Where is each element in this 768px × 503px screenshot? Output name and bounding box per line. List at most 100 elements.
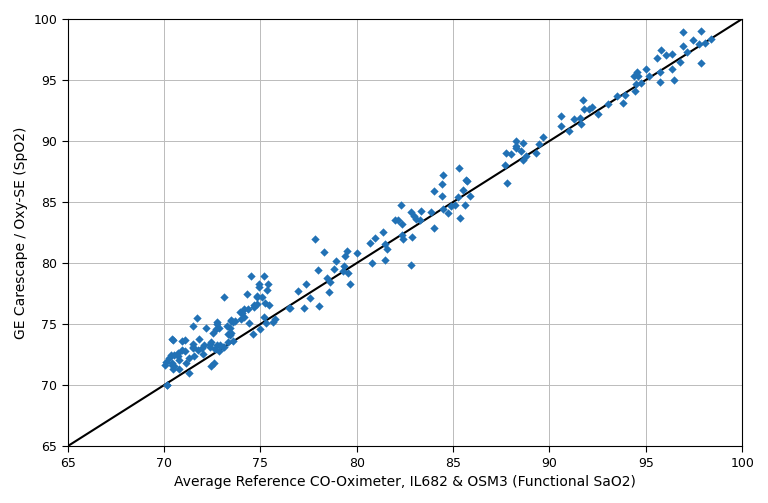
Point — [242, 305, 254, 313]
Point — [256, 293, 268, 301]
Point — [217, 343, 230, 351]
Point — [204, 339, 217, 347]
Point — [204, 343, 216, 351]
Point — [687, 36, 700, 44]
Point — [452, 193, 464, 201]
Point — [303, 294, 316, 302]
Point — [631, 72, 644, 80]
Point — [213, 348, 225, 356]
Point — [323, 288, 336, 296]
Point — [217, 343, 229, 351]
Point — [583, 105, 595, 113]
Point — [563, 127, 575, 135]
Point — [631, 68, 644, 76]
Point — [187, 341, 199, 349]
Point — [435, 192, 448, 200]
Point — [436, 180, 449, 188]
Point — [363, 239, 376, 247]
Point — [408, 212, 420, 220]
Point — [366, 259, 378, 267]
Point — [187, 322, 199, 330]
Point — [515, 147, 528, 155]
Point — [677, 28, 690, 36]
Point — [677, 42, 689, 50]
Point — [224, 323, 237, 331]
Point — [449, 201, 462, 209]
Point — [323, 278, 336, 286]
Point — [179, 336, 191, 344]
Point — [640, 65, 652, 73]
Point — [329, 257, 342, 265]
Point — [243, 319, 255, 327]
Point — [267, 318, 280, 326]
Point — [254, 324, 266, 332]
Point — [310, 234, 322, 242]
Point — [164, 351, 177, 359]
Point — [224, 331, 237, 339]
Point — [293, 287, 305, 295]
Point — [161, 358, 173, 366]
Point — [225, 317, 237, 325]
Point — [225, 328, 237, 337]
Point — [428, 187, 440, 195]
Point — [660, 51, 672, 59]
Point — [339, 253, 351, 261]
Point — [176, 346, 188, 354]
Point — [165, 335, 177, 343]
Point — [161, 381, 173, 389]
Point — [176, 338, 188, 346]
Point — [436, 205, 449, 213]
Point — [510, 142, 522, 150]
Point — [248, 303, 260, 311]
Point — [501, 179, 513, 187]
Point — [464, 192, 476, 200]
Point — [510, 144, 522, 152]
Point — [233, 308, 246, 316]
Point — [414, 216, 426, 224]
Point — [283, 304, 296, 312]
Point — [395, 201, 407, 209]
Point — [379, 240, 391, 248]
Point — [705, 35, 717, 43]
Point — [223, 338, 235, 346]
Point — [240, 290, 253, 298]
Point — [222, 329, 234, 338]
Point — [454, 214, 466, 222]
Point — [204, 362, 217, 370]
Point — [321, 274, 333, 282]
Point — [602, 100, 614, 108]
Point — [207, 329, 219, 337]
Point — [461, 177, 473, 185]
Point — [396, 231, 408, 239]
Point — [457, 186, 469, 194]
Point — [221, 322, 233, 330]
Point — [238, 313, 250, 321]
Point — [167, 365, 179, 373]
Point — [300, 280, 312, 288]
Point — [257, 273, 270, 281]
Point — [318, 248, 330, 256]
Point — [173, 356, 185, 364]
Point — [666, 65, 678, 73]
Point — [568, 115, 580, 123]
Point — [617, 100, 630, 108]
Point — [405, 208, 417, 216]
Point — [533, 140, 545, 148]
Point — [192, 346, 204, 354]
Point — [635, 79, 647, 87]
Point — [159, 361, 171, 369]
Point — [699, 39, 711, 47]
Point — [694, 27, 707, 35]
Point — [260, 286, 273, 294]
Point — [179, 347, 191, 355]
Point — [630, 79, 642, 88]
Point — [283, 304, 295, 312]
Point — [227, 318, 239, 326]
Point — [555, 122, 568, 130]
Y-axis label: GE Carescape / Oxy-SE (SpO2): GE Carescape / Oxy-SE (SpO2) — [14, 126, 28, 339]
Point — [406, 233, 419, 241]
Point — [187, 344, 200, 352]
Point — [577, 96, 589, 104]
Point — [180, 359, 192, 367]
Point — [210, 325, 222, 333]
